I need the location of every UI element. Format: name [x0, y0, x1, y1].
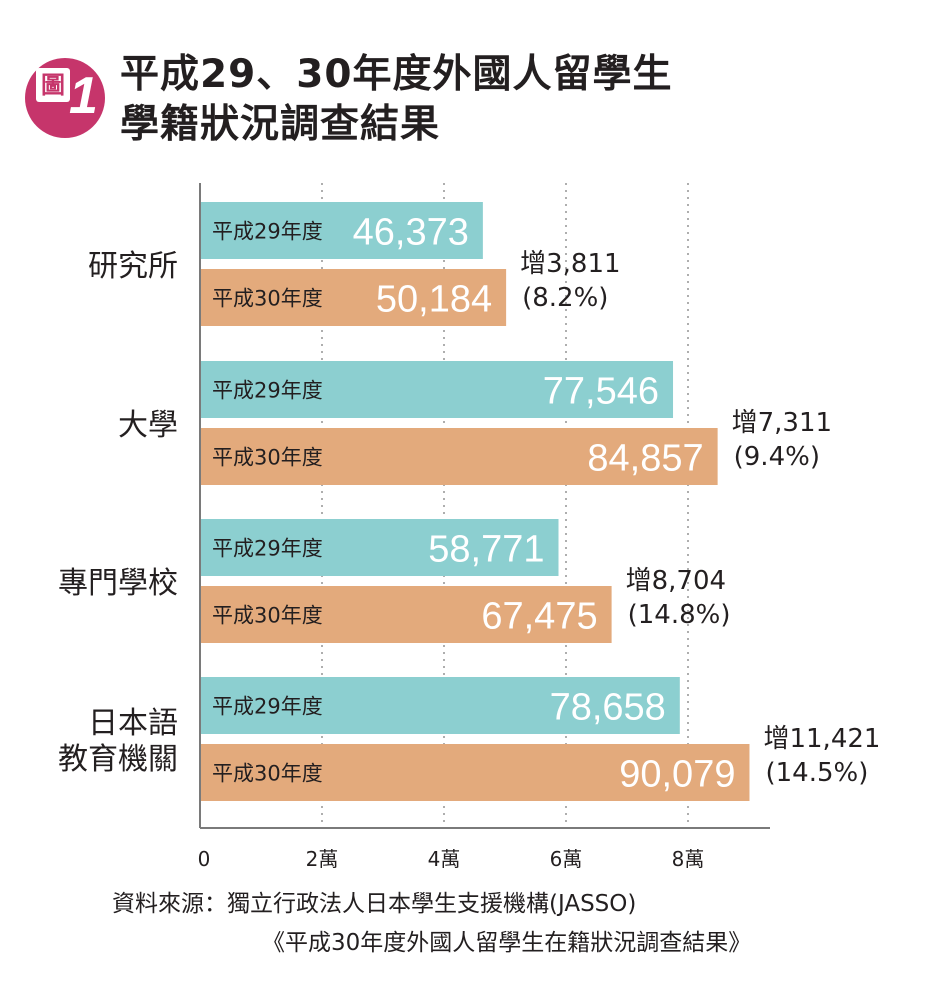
annotation-percent-0: (8.2%) — [522, 283, 608, 313]
bar-series-label-0-1: 平成30年度 — [212, 287, 323, 311]
bar-value-label-3-1: 90,079 — [619, 754, 735, 796]
figure-badge-char: 圖 — [36, 68, 70, 102]
category-label-3-1: 教育機關 — [58, 742, 178, 777]
annotation-increase-3: 增11,421 — [763, 724, 880, 754]
figure-badge-number: 1 — [69, 67, 98, 125]
category-label-0-0: 研究所 — [88, 249, 178, 284]
bar-chart: 平成29年度 46,373 平成30年度 50,184 研究所 增3,811 (8.2%) 平… — [58, 183, 880, 871]
bar-2-0 — [200, 519, 559, 576]
category-label-2-0: 專門學校 — [58, 566, 178, 601]
x-tick-label-2: 4萬 — [428, 847, 461, 871]
x-tick-label-0: 0 — [198, 847, 211, 871]
chart-title: 平成29、30年度外國人留學生 學籍狀況調查結果 — [120, 50, 673, 150]
bar-series-label-3-0: 平成29年度 — [212, 695, 323, 719]
bar-value-label-2-0: 58,771 — [428, 529, 544, 571]
category-label-1-0: 大學 — [118, 408, 178, 443]
bar-series-label-0-0: 平成29年度 — [212, 220, 323, 244]
x-tick-label-4: 8萬 — [672, 847, 705, 871]
figure-badge: 圖 1 — [25, 58, 105, 138]
category-label-3-0: 日本語 — [88, 706, 178, 741]
x-tick-label-3: 6萬 — [550, 847, 583, 871]
bar-0-1 — [200, 269, 507, 326]
bar-value-label-2-1: 67,475 — [481, 596, 597, 638]
annotation-percent-1: (9.4%) — [734, 442, 820, 472]
bar-series-label-2-1: 平成30年度 — [212, 604, 323, 628]
bar-value-label-3-0: 78,658 — [550, 687, 666, 729]
bar-series-label-1-0: 平成29年度 — [212, 379, 323, 403]
bar-series-label-2-0: 平成29年度 — [212, 537, 323, 561]
bar-2-1 — [200, 586, 612, 643]
annotation-increase-0: 增3,811 — [520, 249, 620, 279]
bar-value-label-0-1: 50,184 — [376, 279, 492, 321]
chart-title-line2: 學籍狀況調查結果 — [120, 102, 441, 147]
annotation-percent-2: (14.8%) — [628, 600, 731, 630]
source-line1: 資料來源：獨立行政法人日本學生支援機構(JASSO) — [112, 891, 637, 917]
bar-1-1 — [200, 428, 718, 485]
x-tick-label-1: 2萬 — [306, 847, 339, 871]
bar-1-0 — [200, 361, 674, 418]
bar-3-1 — [200, 744, 750, 801]
bar-0-0 — [200, 202, 483, 259]
bar-value-label-1-0: 77,546 — [543, 371, 659, 413]
bar-value-label-1-1: 84,857 — [587, 438, 703, 480]
chart-title-line1: 平成29、30年度外國人留學生 — [120, 52, 673, 97]
bar-series-label-3-1: 平成30年度 — [212, 762, 323, 786]
bar-3-0 — [200, 677, 680, 734]
annotation-percent-3: (14.5%) — [765, 758, 868, 788]
source-line2: 《平成30年度外國人留學生在籍狀況調查結果》 — [262, 930, 752, 956]
bar-series-label-1-1: 平成30年度 — [212, 446, 323, 470]
annotation-increase-2: 增8,704 — [626, 566, 726, 596]
annotation-increase-1: 增7,311 — [732, 408, 832, 438]
bar-value-label-0-0: 46,373 — [353, 212, 469, 254]
